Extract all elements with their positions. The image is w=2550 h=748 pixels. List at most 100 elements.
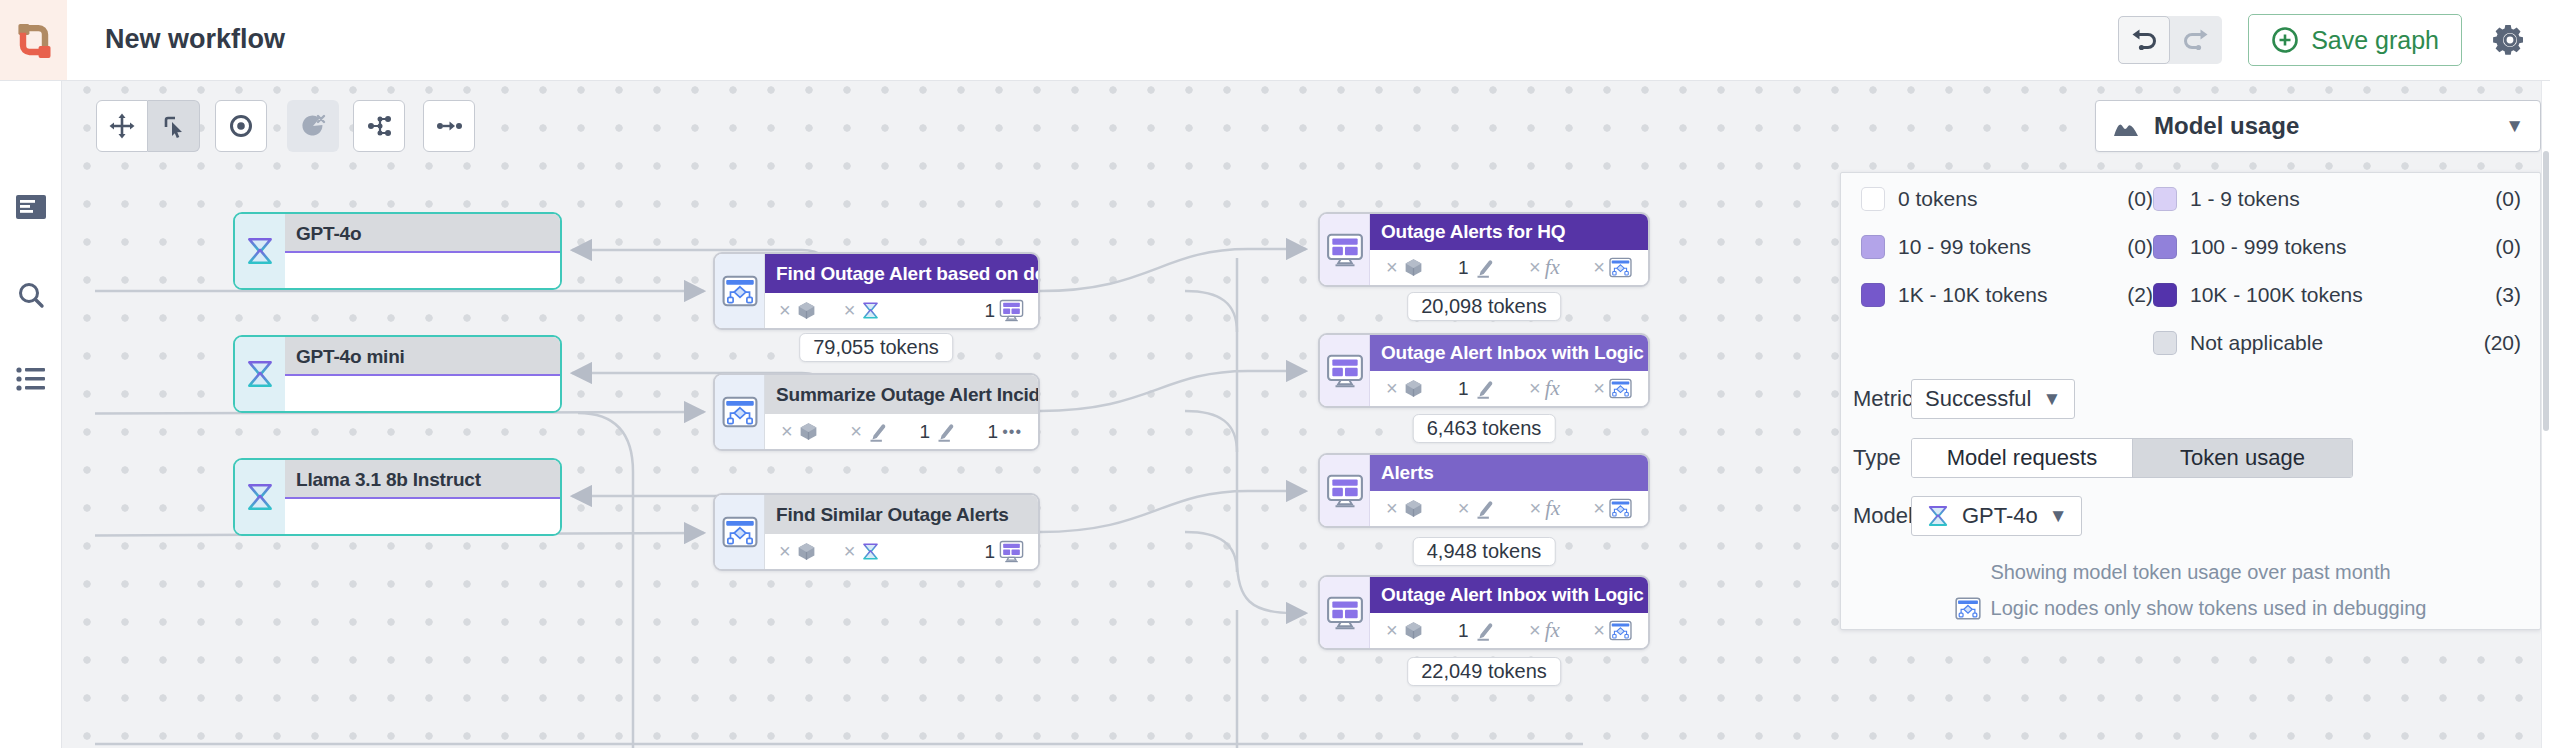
monitor-icon — [999, 299, 1024, 322]
undo-button[interactable] — [2118, 16, 2170, 64]
model-usage-panel: 0 tokens(0) 1 - 9 tokens(0) 10 - 99 toke… — [1840, 172, 2541, 630]
list-icon[interactable] — [0, 351, 62, 407]
display-node-outage-inbox-logic-1[interactable]: Outage Alert Inbox with Logic ... × 1 ×f… — [1318, 333, 1650, 408]
monitor-icon — [999, 540, 1024, 563]
node-title: Find Similar Outage Alerts — [765, 495, 1038, 534]
pen-badge: 1 — [1458, 378, 1496, 400]
display-node-alerts[interactable]: Alerts × × ×fx × — [1318, 453, 1650, 528]
type-option-model-requests[interactable]: Model requests — [1912, 439, 2132, 477]
pen-icon — [1473, 498, 1496, 519]
legend-item[interactable]: 10K - 100K tokens(3) — [2153, 283, 2521, 307]
dataset-badge: × — [779, 540, 818, 563]
pan-move-icon[interactable] — [96, 100, 148, 152]
monitor-badge: 1 — [984, 299, 1024, 322]
logic-node-summarize-outage[interactable]: Summarize Outage Alert Incid... × × 1 1•… — [713, 373, 1040, 451]
legend-item[interactable]: 10 - 99 tokens(0) — [1861, 235, 2153, 259]
model-icon — [859, 541, 882, 562]
metric-dropdown[interactable]: Successful ▼ — [1911, 379, 2075, 419]
node-badges: × × 1 — [765, 293, 1038, 328]
metric-label: Metric — [1853, 386, 1911, 412]
cube-icon — [1402, 378, 1425, 399]
dataset-badge: × — [1386, 619, 1425, 642]
vertical-scrollbar[interactable] — [2541, 81, 2550, 748]
node-title: Llama 3.1 8b Instruct — [285, 460, 560, 499]
redo-button[interactable] — [2170, 16, 2222, 64]
legend-item[interactable]: 0 tokens(0) — [1861, 187, 2153, 211]
legend-swatch — [1861, 235, 1885, 259]
display-node-outage-alerts-hq[interactable]: Outage Alerts for HQ × 1 ×fx × — [1318, 212, 1650, 287]
dataset-badge: × — [1386, 497, 1425, 520]
layout-tree-icon[interactable] — [353, 100, 405, 152]
model-icon — [235, 460, 285, 534]
undo-redo-group — [2118, 16, 2222, 64]
legend-swatch — [2153, 235, 2177, 259]
node-title: Alerts — [1370, 455, 1648, 491]
view-mode-label: Model usage — [2154, 112, 2299, 140]
node-body — [285, 376, 560, 411]
node-body — [285, 499, 560, 534]
clear-usage-icon-disabled — [287, 100, 339, 152]
pointer-mode-group — [96, 100, 200, 152]
left-sidebar — [0, 81, 62, 748]
logic-node-find-similar[interactable]: Find Similar Outage Alerts × × 1 — [713, 493, 1040, 571]
gear-icon[interactable] — [2488, 18, 2532, 62]
model-icon — [235, 214, 285, 288]
node-title: Outage Alert Inbox with Logic ... — [1370, 335, 1648, 371]
type-option-token-usage[interactable]: Token usage — [2132, 439, 2352, 477]
app-logo-icon[interactable] — [0, 0, 67, 80]
search-icon[interactable] — [0, 267, 62, 323]
legend-item[interactable]: 1K - 10K tokens(2) — [1861, 283, 2153, 307]
card-panel-icon[interactable] — [0, 179, 62, 235]
display-node-outage-inbox-logic-2[interactable]: Outage Alert Inbox with Logic × 1 ×fx × — [1318, 575, 1650, 650]
logic-icon — [1609, 257, 1632, 278]
type-label: Type — [1853, 445, 1911, 471]
cube-icon — [1402, 257, 1425, 278]
legend-item[interactable]: 1 - 9 tokens(0) — [2153, 187, 2521, 211]
function-icon: fx — [1545, 618, 1560, 643]
model-node-llama[interactable]: Llama 3.1 8b Instruct — [233, 458, 562, 536]
logic-icon — [1955, 597, 1981, 620]
model-badge: × — [844, 540, 883, 563]
pen-badge: × — [1458, 497, 1497, 520]
model-icon — [235, 337, 285, 411]
app-header: New workflow S — [0, 0, 2550, 81]
pen-icon — [1473, 378, 1496, 399]
model-node-gpt4o-mini[interactable]: GPT-4o mini — [233, 335, 562, 413]
logic-badge: × — [1593, 497, 1632, 520]
node-title: Outage Alerts for HQ — [1370, 214, 1648, 250]
more-badge: 1••• — [988, 421, 1022, 443]
token-count-badge: 22,049 tokens — [1407, 657, 1561, 686]
logic-icon — [1609, 498, 1632, 519]
token-legend: 0 tokens(0) 1 - 9 tokens(0) 10 - 99 toke… — [1861, 187, 2521, 355]
token-count-badge: 79,055 tokens — [799, 333, 953, 362]
node-badges: × × ×fx × — [1370, 491, 1648, 526]
legend-swatch — [2153, 331, 2177, 355]
marquee-select-icon[interactable] — [148, 100, 200, 152]
area-chart-icon — [2112, 114, 2140, 138]
logic-badge: × — [1593, 619, 1632, 642]
token-count-badge: 6,463 tokens — [1413, 414, 1556, 443]
type-segmented-control: Model requests Token usage — [1911, 438, 2353, 478]
model-dropdown[interactable]: GPT-4o ▼ — [1911, 496, 2082, 536]
edge-arrow-icon[interactable] — [423, 100, 475, 152]
pen-badge: 1 — [1458, 620, 1496, 642]
scrollbar-thumb[interactable] — [2543, 151, 2549, 431]
logic-node-find-outage-alert[interactable]: Find Outage Alert based on de... × × 1 — [713, 252, 1040, 330]
save-graph-button[interactable]: Save graph — [2248, 14, 2462, 66]
chevron-down-icon: ▼ — [2049, 505, 2068, 527]
pen-icon — [1473, 620, 1496, 641]
logic-icon — [1609, 378, 1632, 399]
model-badge: × — [844, 299, 883, 322]
view-mode-dropdown[interactable]: Model usage ▼ — [2095, 100, 2541, 152]
legend-item[interactable]: 100 - 999 tokens(0) — [2153, 235, 2521, 259]
legend-item[interactable]: Not applicable(20) — [2153, 331, 2521, 355]
target-focus-icon[interactable] — [215, 100, 267, 152]
dataset-badge: × — [779, 299, 818, 322]
logic-icon — [715, 375, 765, 449]
token-count-badge: 4,948 tokens — [1413, 537, 1556, 566]
model-icon — [859, 300, 882, 321]
model-node-gpt4o[interactable]: GPT-4o — [233, 212, 562, 290]
fx-badge: ×fx — [1529, 376, 1560, 401]
model-row: Model GPT-4o ▼ — [1853, 496, 2082, 536]
pen-badge: 1 — [919, 421, 957, 443]
